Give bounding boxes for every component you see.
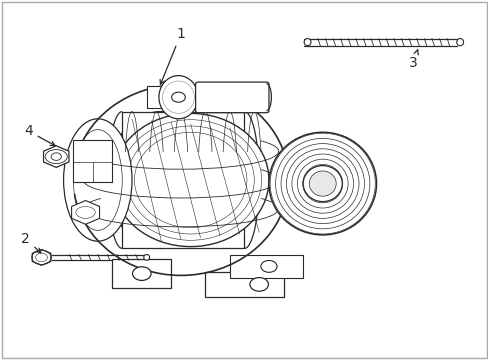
Ellipse shape	[63, 119, 132, 241]
Text: 1: 1	[160, 27, 185, 84]
Polygon shape	[122, 112, 244, 248]
Ellipse shape	[36, 253, 47, 262]
Ellipse shape	[313, 175, 331, 192]
FancyBboxPatch shape	[195, 82, 268, 113]
Ellipse shape	[275, 138, 369, 229]
Ellipse shape	[73, 130, 122, 230]
Polygon shape	[71, 201, 100, 224]
Polygon shape	[43, 146, 69, 167]
Ellipse shape	[281, 144, 364, 224]
Ellipse shape	[269, 133, 375, 234]
Ellipse shape	[162, 81, 194, 113]
Text: 4: 4	[24, 124, 55, 145]
Ellipse shape	[51, 153, 61, 161]
Polygon shape	[205, 272, 283, 297]
Ellipse shape	[304, 39, 310, 46]
Ellipse shape	[297, 159, 347, 208]
Text: 3: 3	[408, 50, 417, 69]
Polygon shape	[32, 249, 51, 265]
Polygon shape	[112, 259, 171, 288]
Ellipse shape	[132, 267, 151, 280]
Ellipse shape	[456, 39, 463, 46]
Ellipse shape	[291, 154, 353, 213]
Ellipse shape	[307, 170, 337, 198]
Ellipse shape	[268, 132, 376, 235]
Polygon shape	[229, 255, 303, 278]
Ellipse shape	[112, 113, 268, 247]
Ellipse shape	[76, 207, 95, 218]
Ellipse shape	[159, 76, 198, 119]
Polygon shape	[73, 140, 112, 182]
Ellipse shape	[286, 149, 358, 219]
Ellipse shape	[249, 278, 268, 291]
Ellipse shape	[261, 261, 277, 272]
Ellipse shape	[171, 92, 185, 102]
Ellipse shape	[303, 166, 342, 202]
Ellipse shape	[302, 165, 342, 203]
Polygon shape	[146, 86, 210, 108]
Ellipse shape	[107, 112, 215, 248]
Text: 2: 2	[21, 232, 41, 253]
Ellipse shape	[308, 171, 336, 196]
Ellipse shape	[143, 255, 149, 260]
